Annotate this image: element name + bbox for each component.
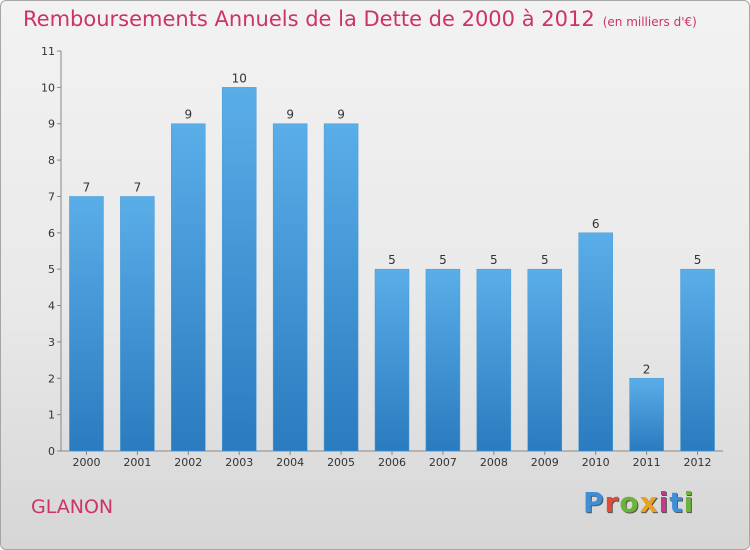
bar-value-label: 10 xyxy=(232,71,247,85)
chart-title-text: Remboursements Annuels de la Dette de 20… xyxy=(23,7,595,31)
bar xyxy=(323,123,359,452)
logo-letter: i xyxy=(658,486,670,519)
chart-title: Remboursements Annuels de la Dette de 20… xyxy=(23,7,697,31)
x-tick-label: 2010 xyxy=(582,456,610,469)
chart-bars xyxy=(69,87,715,452)
place-name: GLANON xyxy=(31,496,114,518)
x-tick-label: 2003 xyxy=(225,456,253,469)
logo-letter: i xyxy=(683,486,695,519)
bar-value-label: 5 xyxy=(388,253,396,267)
y-tick-label: 4 xyxy=(48,300,55,313)
y-tick-label: 1 xyxy=(48,409,55,422)
proxiti-logo: Proxiti xyxy=(583,486,694,519)
x-tick-label: 2002 xyxy=(174,456,202,469)
bar xyxy=(629,378,664,452)
logo-letter: t xyxy=(669,486,684,519)
bar-value-label: 2 xyxy=(643,362,651,376)
bar-value-label: 9 xyxy=(184,108,192,122)
bar-value-label: 9 xyxy=(337,108,345,122)
chart-data-labels: 7 7 9 10 9 9 5 5 5 5 6 2 5 xyxy=(83,71,702,376)
x-tick-label: 2001 xyxy=(123,456,151,469)
chart-subtitle: (en milliers d'€) xyxy=(602,15,697,29)
bar xyxy=(69,196,104,452)
x-tick-label: 2008 xyxy=(480,456,508,469)
bar xyxy=(425,268,461,452)
y-tick-label: 9 xyxy=(48,118,55,131)
bar xyxy=(221,87,257,452)
bar xyxy=(120,196,155,452)
y-tick-label: 2 xyxy=(48,372,55,385)
bar-value-label: 7 xyxy=(134,180,142,194)
x-tick-label: 2006 xyxy=(378,456,406,469)
bar-value-label: 7 xyxy=(83,180,91,194)
x-tick-label: 2011 xyxy=(633,456,661,469)
bar-value-label: 5 xyxy=(541,253,549,267)
bar xyxy=(272,123,308,452)
x-tick-label: 2007 xyxy=(429,456,457,469)
bar xyxy=(578,232,613,452)
bar-value-label: 6 xyxy=(592,217,600,231)
logo-letter: P xyxy=(583,486,605,519)
y-tick-label: 10 xyxy=(41,81,55,94)
bar xyxy=(680,268,715,452)
y-tick-label: 6 xyxy=(48,227,55,240)
x-tick-label: 2004 xyxy=(276,456,304,469)
bar-value-label: 5 xyxy=(490,253,498,267)
chart-x-ticks: 2000 2001 2002 2003 2004 2005 2006 2007 2008 2009… xyxy=(72,451,712,469)
y-tick-label: 5 xyxy=(48,263,55,276)
x-tick-label: 2009 xyxy=(531,456,559,469)
bar-value-label: 5 xyxy=(439,253,447,267)
logo-letter: r xyxy=(604,486,620,519)
x-tick-label: 2012 xyxy=(684,456,712,469)
x-tick-label: 2000 xyxy=(72,456,100,469)
x-tick-label: 2005 xyxy=(327,456,355,469)
y-tick-label: 3 xyxy=(48,336,55,349)
bar-value-label: 5 xyxy=(694,253,702,267)
y-tick-label: 0 xyxy=(48,445,55,458)
y-tick-label: 11 xyxy=(41,45,55,58)
y-tick-label: 8 xyxy=(48,154,55,167)
bar-value-label: 9 xyxy=(286,108,294,122)
bar xyxy=(476,268,512,452)
y-tick-label: 7 xyxy=(48,190,55,203)
bar xyxy=(374,268,410,452)
logo-letter: x xyxy=(639,486,659,519)
chart-y-ticks: 0 1 2 3 4 5 6 7 8 9 10 11 xyxy=(41,45,61,458)
bar xyxy=(171,123,206,452)
bar xyxy=(527,268,563,452)
logo-letter: o xyxy=(619,486,640,519)
